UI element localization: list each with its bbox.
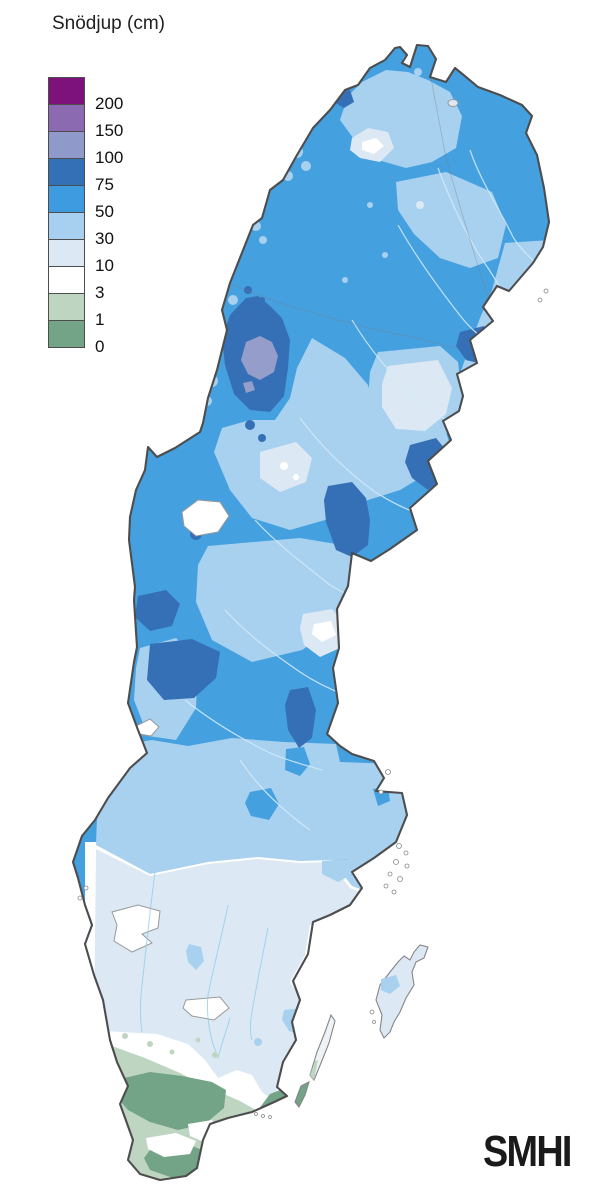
- lake-dot: [416, 201, 424, 209]
- map-region-mid-east-core: [312, 621, 336, 642]
- island-gotland: [375, 944, 429, 1039]
- map-region-max-snow-dot: [243, 381, 255, 393]
- legend-item-0: 0: [48, 320, 104, 356]
- lake-storsjon: [181, 499, 230, 537]
- lake-dot: [447, 99, 459, 107]
- map-green-speckles: [74, 923, 218, 1058]
- map-fill-layers: [73, 45, 549, 1180]
- legend-label: 3: [95, 283, 105, 302]
- legend-label: 0: [95, 337, 105, 356]
- county-borders: [229, 77, 491, 350]
- smhi-logo: SMHI: [483, 1127, 572, 1176]
- legend-label: 150: [95, 121, 124, 140]
- map-region-south-gotaland: [94, 849, 386, 1098]
- legend-item-3: 3: [48, 266, 104, 302]
- legend-item-30: 30: [48, 212, 114, 248]
- legend-label: 50: [95, 202, 114, 221]
- legend-item-100: 100: [48, 131, 123, 167]
- map-region-ne-inland: [396, 172, 506, 268]
- legend-label: 75: [95, 175, 114, 194]
- lake-dot: [293, 474, 299, 480]
- legend-label: 10: [95, 256, 114, 275]
- legend-item-200: 200: [48, 77, 123, 113]
- rivers-south: [140, 871, 269, 1059]
- map-region-max-snow-purple: [241, 336, 278, 380]
- legend-label: 1: [95, 310, 105, 329]
- archipelago-islets: [77, 288, 549, 1119]
- map-region-white-in-green-1: [146, 1133, 196, 1157]
- lake-dot: [254, 1038, 262, 1046]
- legend-item-75: 75: [48, 158, 114, 194]
- legend-title: Snödjup (cm): [52, 13, 165, 34]
- island-oland: [294, 1013, 336, 1109]
- legend-item-1: 1: [48, 293, 104, 329]
- snow-depth-legend: 200 150 100 75 50 30 10 3 1 0: [48, 77, 123, 356]
- legend-item-150: 150: [48, 104, 123, 140]
- map-region-svealand-band: [96, 738, 408, 900]
- lake-malaren: [322, 859, 355, 882]
- legend-item-10: 10: [48, 239, 114, 275]
- legend-label: 200: [95, 94, 124, 113]
- legend-label: 30: [95, 229, 114, 248]
- rivers-north: [184, 149, 541, 831]
- lake-vattern: [186, 944, 204, 970]
- legend-item-50: 50: [48, 185, 114, 221]
- legend-label: 100: [95, 148, 124, 167]
- map-region-smaland-white: [182, 996, 230, 1021]
- map-region-kiruna-lake-core: [362, 138, 384, 154]
- lake-dot: [280, 462, 288, 470]
